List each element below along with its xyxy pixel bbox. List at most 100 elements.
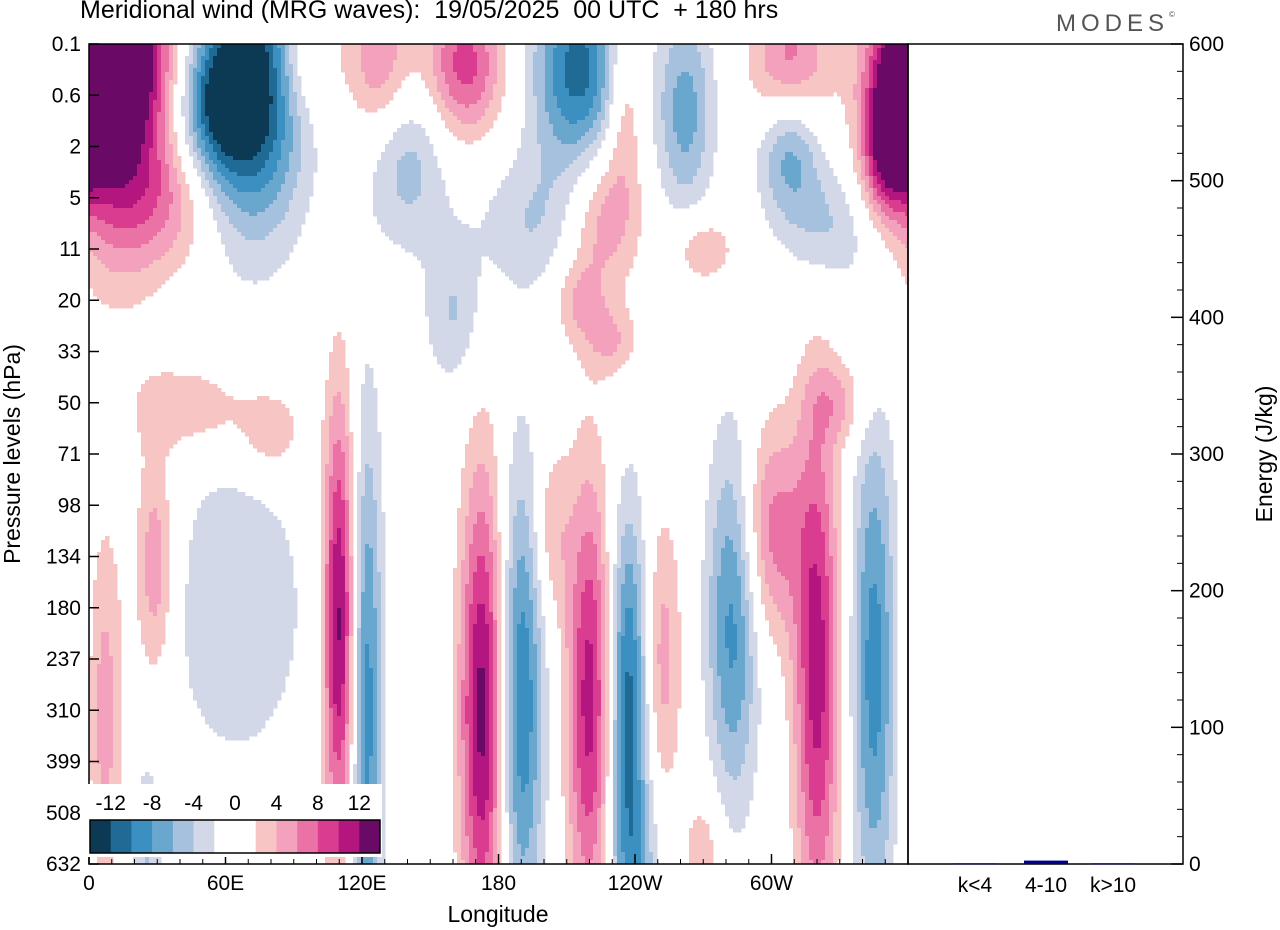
wind-cell [873,112,908,117]
wind-cell [377,516,386,521]
wind-cell [457,660,466,665]
wind-cell [465,104,470,109]
wind-cell [561,300,574,305]
wind-cell [165,156,174,161]
wind-cell [169,56,174,61]
wind-cell [889,544,898,549]
wind-cell [661,100,674,105]
wind-cell [833,600,838,605]
wind-cell [157,136,166,141]
wind-cell [861,132,866,137]
wind-cell [509,168,542,173]
wind-cell [897,260,908,265]
wind-cell [373,560,378,565]
wind-cell [565,624,574,629]
wind-cell [213,160,222,165]
wind-cell [653,52,670,57]
wind-cell [453,588,462,593]
wind-cell [873,120,908,125]
wind-cell [325,544,330,549]
wind-cell [149,116,154,121]
wind-cell [761,520,770,525]
wind-cell [557,600,566,605]
wind-cell [345,540,350,545]
wind-cell [461,576,470,581]
wind-cell [661,616,670,621]
wind-cell [717,600,742,605]
wind-cell [285,128,294,133]
wind-cell [493,564,498,569]
wind-cell [717,500,738,505]
wind-cell [325,596,330,601]
wind-cell [341,440,350,445]
wind-cell [357,548,362,553]
wind-cell [461,488,470,493]
wind-cell [697,112,706,117]
wind-cell [381,656,386,661]
wind-cell [189,540,290,545]
wind-cell [829,624,834,629]
wind-cell [137,224,166,229]
wind-cell [497,72,506,77]
wind-cell [601,632,606,637]
wind-cell [221,236,246,241]
wind-cell [617,136,638,141]
wind-cell [357,592,362,597]
wind-cell [181,96,190,101]
wind-cell [709,476,742,481]
wind-cell [617,524,626,529]
wind-cell [437,104,446,109]
wind-cell [361,64,394,69]
wind-cell [817,396,830,401]
wind-cell [333,452,346,457]
wind-cell [565,600,574,605]
wind-cell [721,496,734,501]
wind-cell [693,268,718,273]
wind-cell [809,648,826,653]
wind-cell [893,652,898,657]
wind-cell [861,196,870,201]
wind-cell [321,576,326,581]
wind-cell [181,196,190,201]
wind-cell [841,424,850,429]
wind-cell [345,600,350,605]
wind-cell [509,496,534,501]
wind-cell [345,476,350,481]
wind-cell [89,80,154,85]
wind-cell [593,592,602,597]
wind-cell [285,64,294,69]
wind-cell [325,632,330,637]
wind-cell [161,108,166,113]
wind-cell [717,432,738,437]
wind-cell [869,636,882,641]
wind-cell [453,636,462,641]
wind-cell [473,596,490,601]
wind-cell [869,72,874,77]
wind-cell [845,404,854,409]
wind-cell [529,636,534,641]
wind-cell [749,608,754,613]
wind-cell [601,660,606,665]
wind-cell [153,88,158,93]
wind-cell [333,656,346,661]
wind-cell [365,588,374,593]
wind-cell [797,652,802,657]
wind-cell [149,112,154,117]
wind-cell [361,444,382,449]
wind-cell [329,480,338,485]
wind-cell [493,508,498,513]
wind-cell [565,52,590,57]
wind-cell [797,432,814,437]
wind-cell [617,244,638,249]
wind-cell [849,636,858,641]
wind-cell [825,192,846,197]
wind-cell [461,492,470,497]
wind-cell [541,652,546,657]
wind-cell [181,212,194,217]
wind-cell [361,456,382,461]
wind-cell [729,652,738,657]
wind-cell [341,612,346,617]
wind-cell [693,88,706,93]
wind-cell [113,660,122,665]
wind-cell [145,588,162,593]
